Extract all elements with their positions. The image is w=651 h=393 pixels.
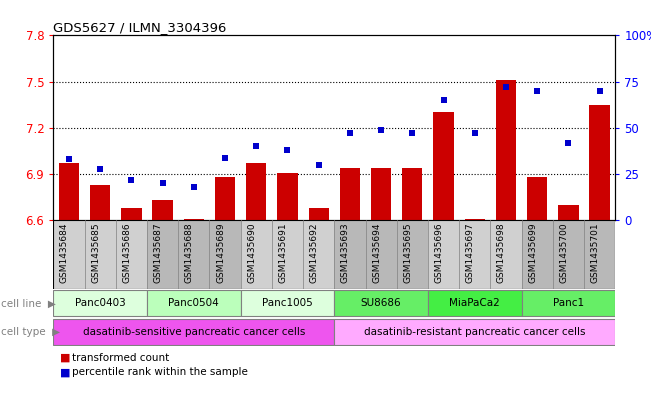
Bar [428, 220, 521, 289]
Bar [371, 168, 391, 220]
Bar [59, 163, 79, 220]
Point [469, 130, 480, 137]
Bar [121, 208, 141, 220]
Bar [215, 177, 235, 220]
Text: GSM1435698: GSM1435698 [497, 222, 506, 283]
Bar [434, 112, 454, 220]
Point [189, 184, 199, 190]
Point [407, 130, 417, 137]
Point [283, 147, 293, 153]
Text: cell type  ▶: cell type ▶ [1, 327, 60, 337]
Bar [246, 163, 266, 220]
Bar [241, 290, 335, 316]
Point [594, 88, 605, 94]
Bar [184, 219, 204, 220]
Bar [428, 290, 521, 316]
Text: GSM1435685: GSM1435685 [91, 222, 100, 283]
Bar [402, 168, 422, 220]
Text: SU8686: SU8686 [361, 298, 402, 309]
Point [344, 130, 355, 137]
Point [158, 180, 168, 187]
Point [95, 165, 105, 172]
Point [376, 127, 386, 133]
Text: GSM1435699: GSM1435699 [528, 222, 537, 283]
Point [126, 176, 137, 183]
Bar [53, 220, 147, 289]
Bar [90, 185, 110, 220]
Text: ■: ■ [60, 367, 70, 377]
Text: percentile rank within the sample: percentile rank within the sample [72, 367, 247, 377]
Text: GDS5627 / ILMN_3304396: GDS5627 / ILMN_3304396 [53, 21, 227, 34]
Text: GSM1435701: GSM1435701 [590, 222, 600, 283]
Text: GSM1435694: GSM1435694 [372, 222, 381, 283]
Text: GSM1435687: GSM1435687 [154, 222, 163, 283]
Text: GSM1435700: GSM1435700 [559, 222, 568, 283]
Text: cell line  ▶: cell line ▶ [1, 298, 55, 309]
Point [220, 154, 230, 161]
Bar [521, 220, 615, 289]
Text: GSM1435697: GSM1435697 [465, 222, 475, 283]
Bar [589, 105, 610, 220]
Text: GSM1435695: GSM1435695 [404, 222, 412, 283]
Text: MiaPaCa2: MiaPaCa2 [449, 298, 500, 309]
Text: GSM1435689: GSM1435689 [216, 222, 225, 283]
Text: GSM1435690: GSM1435690 [247, 222, 256, 283]
Bar [521, 290, 615, 316]
Bar [340, 168, 360, 220]
Text: transformed count: transformed count [72, 353, 169, 363]
Bar [53, 290, 147, 316]
Bar [334, 290, 428, 316]
Text: GSM1435684: GSM1435684 [60, 222, 69, 283]
Point [501, 84, 511, 90]
Point [438, 97, 449, 103]
Text: GSM1435696: GSM1435696 [434, 222, 443, 283]
Text: Panc1: Panc1 [553, 298, 584, 309]
Text: Panc0403: Panc0403 [75, 298, 126, 309]
Bar [527, 177, 547, 220]
Bar [152, 200, 173, 220]
Text: GSM1435688: GSM1435688 [185, 222, 194, 283]
Bar [147, 220, 241, 289]
Text: GSM1435691: GSM1435691 [279, 222, 288, 283]
Bar [465, 219, 485, 220]
Bar [53, 319, 335, 345]
Point [251, 143, 262, 150]
Text: dasatinib-resistant pancreatic cancer cells: dasatinib-resistant pancreatic cancer ce… [364, 327, 585, 337]
Bar [241, 220, 335, 289]
Text: GSM1435692: GSM1435692 [310, 222, 319, 283]
Text: GSM1435686: GSM1435686 [122, 222, 132, 283]
Bar [334, 319, 615, 345]
Bar [559, 205, 579, 220]
Bar [277, 173, 298, 220]
Bar [334, 220, 428, 289]
Point [532, 88, 542, 94]
Point [314, 162, 324, 168]
Text: Panc0504: Panc0504 [169, 298, 219, 309]
Bar [496, 80, 516, 220]
Point [563, 140, 574, 146]
Point [64, 156, 74, 163]
Text: ■: ■ [60, 353, 70, 363]
Bar [309, 208, 329, 220]
Bar [147, 290, 241, 316]
Text: dasatinib-sensitive pancreatic cancer cells: dasatinib-sensitive pancreatic cancer ce… [83, 327, 305, 337]
Text: Panc1005: Panc1005 [262, 298, 313, 309]
Text: GSM1435693: GSM1435693 [341, 222, 350, 283]
